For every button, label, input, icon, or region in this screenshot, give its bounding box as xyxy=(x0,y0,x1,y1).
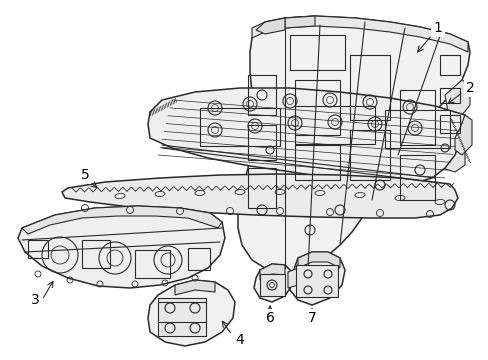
Polygon shape xyxy=(253,264,291,302)
Bar xyxy=(294,106,374,144)
Bar xyxy=(28,240,48,258)
Polygon shape xyxy=(444,80,469,115)
Bar xyxy=(294,80,339,135)
Bar xyxy=(295,265,337,297)
Bar xyxy=(439,115,459,133)
Polygon shape xyxy=(251,16,467,52)
Polygon shape xyxy=(439,135,464,172)
Polygon shape xyxy=(148,88,464,184)
Text: 6: 6 xyxy=(265,311,274,325)
Polygon shape xyxy=(285,16,314,28)
Bar xyxy=(82,240,110,268)
Text: 3: 3 xyxy=(31,293,40,307)
Polygon shape xyxy=(62,174,457,218)
Text: 1: 1 xyxy=(433,21,442,35)
Text: 2: 2 xyxy=(465,81,473,95)
Polygon shape xyxy=(260,264,285,280)
Polygon shape xyxy=(238,128,253,148)
Polygon shape xyxy=(148,280,235,346)
Bar xyxy=(289,35,345,70)
Bar xyxy=(384,110,449,148)
Polygon shape xyxy=(287,268,297,288)
Bar xyxy=(247,168,275,208)
Polygon shape xyxy=(289,252,345,305)
Bar xyxy=(260,274,285,296)
Polygon shape xyxy=(238,16,469,272)
Text: 4: 4 xyxy=(235,333,244,347)
Polygon shape xyxy=(175,280,215,295)
Text: 7: 7 xyxy=(307,311,316,325)
Polygon shape xyxy=(297,252,339,268)
Bar xyxy=(247,75,275,115)
Polygon shape xyxy=(454,115,471,155)
Bar xyxy=(399,155,434,200)
Bar xyxy=(294,145,339,180)
Polygon shape xyxy=(22,206,222,234)
Bar xyxy=(349,55,389,120)
Text: 5: 5 xyxy=(81,168,89,182)
Bar xyxy=(158,298,205,336)
Polygon shape xyxy=(18,206,224,288)
Bar xyxy=(349,130,389,180)
Polygon shape xyxy=(256,18,285,34)
Bar xyxy=(187,248,209,270)
Bar xyxy=(200,108,280,146)
Bar xyxy=(399,90,434,145)
Bar xyxy=(247,125,275,160)
Bar xyxy=(135,250,170,278)
Bar xyxy=(439,88,459,103)
Bar xyxy=(439,55,459,75)
